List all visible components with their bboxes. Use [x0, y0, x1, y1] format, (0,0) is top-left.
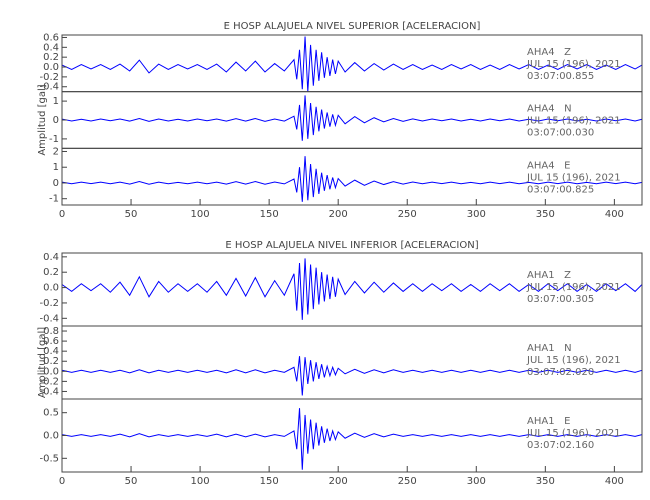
chart-title: E HOSP ALAJUELA NIVEL SUPERIOR [ACELERAC…	[224, 21, 481, 32]
x-tick-label: 400	[605, 209, 624, 220]
y-tick-label: 0.4	[43, 252, 59, 263]
x-tick-label: 50	[125, 209, 138, 220]
waveform	[61, 36, 643, 92]
y-tick-label: 0.6	[43, 336, 59, 347]
x-tick-label: 150	[260, 209, 279, 220]
y-tick-label: 1	[53, 96, 59, 107]
time-label: 03:07:02.160	[527, 440, 594, 451]
y-tick-label: -0.5	[39, 453, 59, 464]
station-label: AHA1 E	[527, 416, 570, 427]
x-tick-label: 150	[260, 476, 279, 487]
x-tick-label: 0	[59, 209, 65, 220]
x-tick-label: 100	[191, 209, 210, 220]
x-tick-label: 300	[467, 476, 486, 487]
y-tick-label: 2	[53, 146, 59, 157]
y-tick-label: -0.4	[39, 313, 59, 324]
date-label: JUL 15 (196), 2021	[526, 116, 621, 127]
x-tick-label: 0	[59, 476, 65, 487]
y-tick-label: -0.2	[39, 72, 59, 83]
date-label: JUL 15 (196), 2021	[526, 428, 621, 439]
y-tick-label: -0.4	[39, 386, 59, 397]
y-tick-label: -0.2	[39, 376, 59, 387]
x-tick-label: 400	[605, 476, 624, 487]
chart-title: E HOSP ALAJUELA NIVEL INFERIOR [ACELERAC…	[225, 240, 478, 251]
x-tick-label: 50	[125, 476, 138, 487]
x-tick-label: 350	[536, 209, 555, 220]
waveform	[61, 408, 643, 470]
y-tick-label: 0.4	[43, 42, 59, 53]
date-label: JUL 15 (196), 2021	[526, 355, 621, 366]
y-tick-label: 0.4	[43, 346, 59, 357]
waveform	[61, 356, 643, 396]
y-tick-label: 0.6	[43, 32, 59, 43]
y-tick-label: 0.0	[43, 366, 59, 377]
x-tick-label: 300	[467, 209, 486, 220]
waveform	[61, 95, 643, 141]
time-label: 03:07:02.020	[527, 367, 594, 378]
y-tick-label: 0	[53, 115, 59, 126]
y-tick-label: 0.2	[43, 267, 59, 278]
date-label: JUL 15 (196), 2021	[526, 172, 621, 183]
station-label: AHA4 Z	[527, 47, 571, 58]
y-tick-label: -1	[49, 134, 59, 145]
time-label: 03:07:00.825	[527, 184, 594, 195]
station-label: AHA1 Z	[527, 270, 571, 281]
x-tick-label: 200	[329, 476, 348, 487]
y-tick-label: -0.4	[39, 82, 59, 93]
y-tick-label: 0.2	[43, 52, 59, 63]
date-label: JUL 15 (196), 2021	[526, 282, 621, 293]
x-tick-label: 100	[191, 476, 210, 487]
station-label: AHA4 E	[527, 160, 570, 171]
y-axis-label: Amplitud [gal]	[37, 84, 48, 155]
x-tick-label: 250	[398, 476, 417, 487]
plot-frame	[61, 147, 643, 206]
x-tick-label: 250	[398, 209, 417, 220]
y-tick-label: 0.5	[43, 408, 59, 419]
waveform	[61, 258, 643, 320]
x-tick-label: 200	[329, 209, 348, 220]
y-tick-label: 0	[53, 178, 59, 189]
y-tick-label: 0.0	[43, 62, 59, 73]
y-axis-label: Amplitud [gal]	[37, 327, 48, 398]
station-label: AHA4 N	[527, 104, 572, 115]
y-tick-label: 0.2	[43, 356, 59, 367]
y-tick-label: -0.2	[39, 298, 59, 309]
station-label: AHA1 N	[527, 343, 572, 354]
y-tick-label: 0.0	[43, 431, 59, 442]
time-label: 03:07:00.305	[527, 294, 594, 305]
y-tick-label: 1	[53, 162, 59, 173]
x-tick-label: 350	[536, 476, 555, 487]
time-label: 03:07:00.855	[527, 71, 594, 82]
time-label: 03:07:00.030	[527, 128, 594, 139]
waveform	[61, 156, 643, 202]
date-label: JUL 15 (196), 2021	[526, 59, 621, 70]
y-tick-label: 0.0	[43, 283, 59, 294]
y-tick-label: 0.8	[43, 326, 59, 337]
y-tick-label: -1	[49, 194, 59, 205]
